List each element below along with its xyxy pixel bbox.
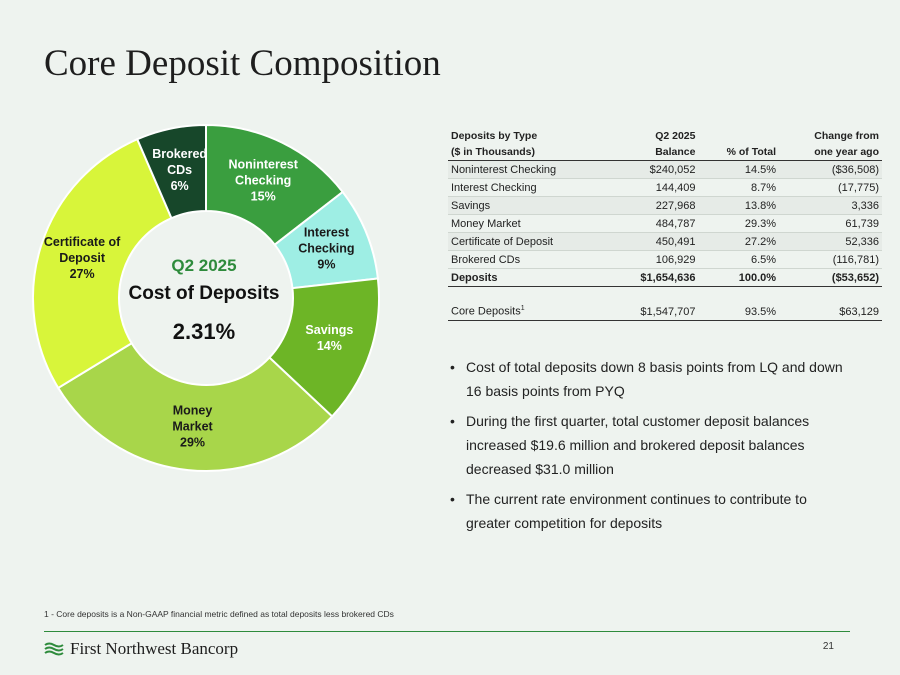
donut-slice-category-label: Market bbox=[172, 420, 213, 434]
deposits-table: Deposits by Type Q2 2025 Change from ($ … bbox=[448, 128, 882, 321]
table-total-row: Deposits $1,654,636 100.0% ($53,652) bbox=[448, 268, 882, 287]
table-header-row-2: ($ in Thousands) Balance % of Total one … bbox=[448, 144, 882, 161]
header-change-top: Change from bbox=[814, 130, 879, 142]
donut-slice-value-label: 15% bbox=[251, 190, 276, 204]
row-name: Certificate of Deposit bbox=[448, 232, 610, 251]
donut-slice-category-label: Noninterest bbox=[228, 158, 298, 172]
header-units: ($ in Thousands) bbox=[448, 144, 610, 161]
bullet-item: Cost of total deposits down 8 basis poin… bbox=[448, 355, 848, 403]
donut-slice-3 bbox=[56, 341, 334, 472]
donut-center-label: Cost of Deposits bbox=[128, 283, 280, 304]
row-change: ($36,508) bbox=[779, 160, 882, 179]
donut-slice-value-label: 9% bbox=[317, 257, 335, 271]
row-balance: 106,929 bbox=[609, 250, 699, 269]
row-change: (116,781) bbox=[779, 250, 882, 269]
table-core-row: Core Deposits1 $1,547,707 93.5% $63,129 bbox=[448, 303, 882, 321]
core-change: $63,129 bbox=[779, 303, 882, 321]
row-change: 52,336 bbox=[779, 232, 882, 251]
row-balance: 227,968 bbox=[609, 196, 699, 215]
table-row: Certificate of Deposit 450,491 27.2% 52,… bbox=[448, 232, 882, 251]
header-pct: % of Total bbox=[698, 144, 780, 161]
bullet-item: During the first quarter, total customer… bbox=[448, 409, 848, 481]
core-footnote-marker: 1 bbox=[520, 305, 525, 313]
row-name: Noninterest Checking bbox=[448, 160, 610, 179]
row-pct: 14.5% bbox=[698, 160, 780, 179]
row-name: Money Market bbox=[448, 214, 610, 233]
donut-slice-category-label: Money bbox=[173, 404, 213, 418]
row-pct: 29.3% bbox=[698, 214, 780, 233]
table-row: Savings 227,968 13.8% 3,336 bbox=[448, 196, 882, 215]
donut-slice-category-label: Interest bbox=[304, 225, 350, 239]
header-period: Q2 2025 bbox=[655, 130, 696, 142]
footer-divider bbox=[44, 631, 850, 632]
table-spacer-row bbox=[448, 287, 882, 304]
row-pct: 13.8% bbox=[698, 196, 780, 215]
donut-slice-category-label: Brokered bbox=[152, 147, 207, 161]
total-pct: 100.0% bbox=[698, 268, 780, 287]
spacer-cell bbox=[448, 287, 882, 304]
header-type: Deposits by Type bbox=[451, 130, 538, 142]
row-balance: 484,787 bbox=[609, 214, 699, 233]
header-change-bottom: one year ago bbox=[779, 144, 882, 161]
donut-slice-category-label: Savings bbox=[305, 323, 353, 337]
row-change: 61,739 bbox=[779, 214, 882, 233]
donut-slice-category-label: Deposit bbox=[59, 251, 106, 265]
bullet-item: The current rate environment continues t… bbox=[448, 487, 848, 535]
core-pct: 93.5% bbox=[698, 303, 780, 321]
page-number: 21 bbox=[822, 641, 834, 652]
donut-slice-value-label: 27% bbox=[70, 267, 95, 281]
donut-slice-4 bbox=[32, 137, 173, 390]
company-name: First Northwest Bancorp bbox=[70, 639, 239, 658]
row-balance: 144,409 bbox=[609, 178, 699, 197]
commentary-bullets: Cost of total deposits down 8 basis poin… bbox=[448, 355, 848, 541]
core-name: Core Deposits1 bbox=[448, 303, 610, 321]
core-balance: $1,547,707 bbox=[609, 303, 699, 321]
donut-slice-value-label: 29% bbox=[180, 436, 205, 450]
company-logo: First Northwest Bancorp bbox=[44, 639, 238, 659]
header-pct-blank bbox=[698, 128, 779, 144]
donut-slice-value-label: 14% bbox=[317, 339, 342, 353]
page-title: Core Deposit Composition bbox=[44, 43, 441, 84]
donut-slice-value-label: 6% bbox=[171, 179, 189, 193]
table-row: Money Market 484,787 29.3% 61,739 bbox=[448, 214, 882, 233]
row-change: (17,775) bbox=[779, 178, 882, 197]
footnote: 1 - Core deposits is a Non-GAAP financia… bbox=[44, 609, 394, 619]
donut-center-value: 2.31% bbox=[172, 319, 236, 344]
header-balance: Balance bbox=[609, 144, 699, 161]
table-header-row-1: Deposits by Type Q2 2025 Change from bbox=[448, 128, 882, 144]
row-change: 3,336 bbox=[779, 196, 882, 215]
donut-slice-5 bbox=[135, 123, 207, 220]
donut-slice-category-label: Checking bbox=[298, 241, 354, 255]
donut-slice-category-label: Checking bbox=[235, 174, 291, 188]
donut-center-period: Q2 2025 bbox=[171, 256, 237, 275]
row-pct: 8.7% bbox=[698, 178, 780, 197]
row-balance: 450,491 bbox=[609, 232, 699, 251]
donut-slice-category-label: CDs bbox=[167, 163, 192, 177]
total-name: Deposits bbox=[448, 268, 610, 287]
wave-logo-icon bbox=[44, 642, 64, 656]
row-name: Interest Checking bbox=[448, 178, 610, 197]
table-row: Interest Checking 144,409 8.7% (17,775) bbox=[448, 178, 882, 197]
table-row: Noninterest Checking $240,052 14.5% ($36… bbox=[448, 160, 882, 179]
total-balance: $1,654,636 bbox=[609, 268, 699, 287]
row-name: Brokered CDs bbox=[448, 250, 610, 269]
core-name-text: Core Deposits bbox=[451, 305, 521, 318]
row-pct: 6.5% bbox=[698, 250, 780, 269]
total-change: ($53,652) bbox=[779, 268, 882, 287]
row-balance: $240,052 bbox=[609, 160, 699, 179]
row-pct: 27.2% bbox=[698, 232, 780, 251]
table-row: Brokered CDs 106,929 6.5% (116,781) bbox=[448, 250, 882, 269]
donut-slice-category-label: Certificate of bbox=[44, 235, 121, 249]
deposit-composition-donut-chart: Noninterest Checking 15% Interest Checking 9%… bbox=[32, 123, 380, 472]
row-name: Savings bbox=[448, 196, 610, 215]
